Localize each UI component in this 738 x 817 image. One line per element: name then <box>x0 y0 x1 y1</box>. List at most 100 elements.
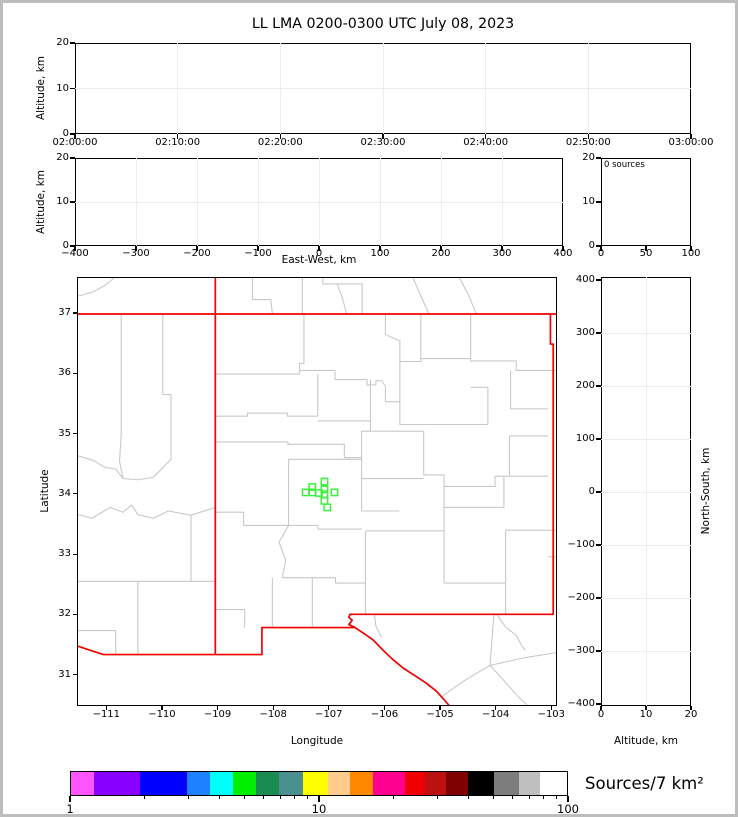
tick-label: 10 <box>56 196 69 207</box>
tick-label: 34 <box>58 487 71 499</box>
tick-label: 10 <box>582 196 595 207</box>
tick-mark <box>382 134 384 139</box>
tick-label: 37 <box>58 307 71 318</box>
station-square <box>320 496 329 505</box>
tick-label: 300 <box>492 248 512 259</box>
tick-label: 300 <box>575 327 595 338</box>
tick-mark <box>328 705 330 710</box>
tick-label: −300 <box>122 248 150 259</box>
tick-mark <box>596 597 601 599</box>
station-square <box>330 488 339 497</box>
tick-mark <box>596 491 601 493</box>
colorbar-title: Sources/7 km² <box>585 774 704 793</box>
colorbar-tick-major <box>69 796 71 802</box>
tick-label: −103 <box>537 709 566 720</box>
tick-label: 35 <box>58 427 71 439</box>
station-square <box>323 503 332 512</box>
tick-mark <box>72 432 77 435</box>
tick-mark <box>379 246 381 251</box>
tick-mark <box>216 705 219 710</box>
tick-label: −108 <box>259 709 287 720</box>
colorbar-tick-major <box>567 796 569 802</box>
gridline <box>601 438 691 440</box>
station-square <box>301 488 310 497</box>
tick-mark <box>439 705 441 710</box>
tick-label: −300 <box>567 645 595 656</box>
altitude-histogram-panel <box>601 158 691 246</box>
y-axis-label-northsouth: North-South, km <box>700 447 712 535</box>
tick-label: 10 <box>56 82 69 94</box>
colorbar-segment <box>71 772 95 795</box>
colorbar-tick-minor <box>393 796 395 800</box>
tick-label: 200 <box>575 380 595 391</box>
colorbar-tick-minor <box>294 796 296 800</box>
colorbar-segment <box>372 772 405 795</box>
tick-mark <box>596 279 601 281</box>
colorbar-segment <box>186 772 211 795</box>
tick-label: −109 <box>203 709 232 720</box>
tick-label: 0 <box>597 709 605 720</box>
tick-mark <box>177 134 179 139</box>
tick-mark <box>72 553 77 555</box>
histogram-annotation: 0 sources <box>604 160 645 170</box>
tick-label: 100 <box>370 248 390 259</box>
tick-label: 20 <box>684 709 698 720</box>
tick-mark <box>70 87 75 90</box>
tick-label: 50 <box>639 248 653 259</box>
tick-mark <box>74 246 76 251</box>
x-axis-label-altitude-bottom: Altitude, km <box>613 735 678 747</box>
tick-mark <box>690 246 692 251</box>
tick-mark <box>72 372 77 374</box>
tick-mark <box>70 245 75 247</box>
lma-station-markers <box>301 477 339 512</box>
colorbar-segment <box>493 772 519 795</box>
colorbar-segment <box>255 772 279 795</box>
tick-mark <box>70 157 75 159</box>
tick-mark <box>596 438 601 440</box>
tick-mark <box>74 134 76 139</box>
tick-label: 03:00:00 <box>668 136 714 148</box>
page-title: LL LMA 0200-0300 UTC July 08, 2023 <box>251 16 515 32</box>
tick-mark <box>72 493 77 495</box>
colorbar-segment <box>350 772 373 795</box>
tick-label: 0 <box>588 486 595 497</box>
colorbar-segment <box>302 772 329 795</box>
tick-mark <box>272 705 274 710</box>
tick-label: 100 <box>681 248 701 259</box>
tick-label: −100 <box>567 539 595 550</box>
tick-mark <box>600 246 602 251</box>
tick-mark <box>596 332 601 334</box>
colorbar-segment <box>446 772 469 795</box>
colorbar-segment <box>94 772 140 795</box>
tick-label: 02:30:00 <box>360 136 406 148</box>
colorbar-segment <box>424 772 447 795</box>
tick-mark <box>690 134 692 139</box>
tick-label: 0 <box>62 128 69 139</box>
tick-label: −106 <box>370 709 399 720</box>
tick-mark <box>562 246 564 251</box>
tick-label: 33 <box>58 548 71 560</box>
tick-mark <box>440 246 442 251</box>
colorbar-segment <box>328 772 351 795</box>
colorbar-tick-minor <box>307 796 309 800</box>
tick-mark <box>279 134 281 139</box>
tick-label: −100 <box>244 248 272 259</box>
gridline <box>601 597 691 599</box>
tick-mark <box>196 246 198 251</box>
tick-mark <box>587 134 589 139</box>
tick-mark <box>596 245 601 247</box>
tick-label: 0 <box>315 248 323 259</box>
tick-label: −400 <box>567 698 595 709</box>
tick-mark <box>596 201 601 203</box>
tick-label: −104 <box>481 709 510 720</box>
colorbar-tick-minor <box>512 796 514 800</box>
tick-label: −105 <box>426 709 454 720</box>
colorbar-segment <box>468 772 494 795</box>
tick-mark <box>70 42 75 44</box>
tick-mark <box>645 705 647 710</box>
tick-label: 10 <box>639 709 653 720</box>
gridline <box>601 544 691 546</box>
colorbar-tick-minor <box>188 796 190 800</box>
tick-mark <box>135 246 137 251</box>
gridline <box>601 491 691 493</box>
